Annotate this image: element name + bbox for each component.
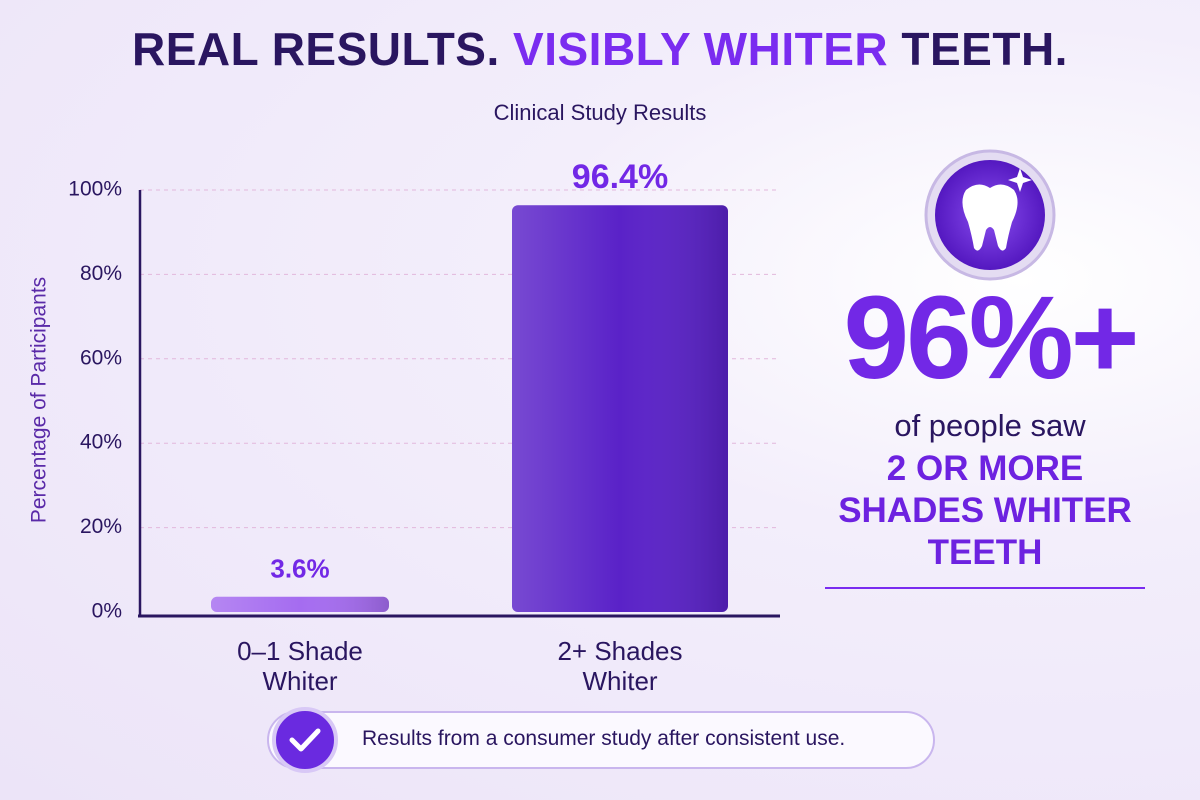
footnote: Results from a consumer study after cons…	[362, 727, 846, 750]
title-part: TEETH.	[888, 23, 1068, 75]
x-tick-label: 2+ Shades Whiter	[557, 636, 683, 696]
y-tick-label: 60%	[80, 346, 122, 369]
y-axis-label: Percentage of Participants	[28, 277, 51, 523]
chart-title: REAL RESULTS. VISIBLY WHITER TEETH.	[0, 22, 1200, 76]
callout-text: of people saw	[894, 408, 1086, 443]
bar-shade	[211, 596, 389, 612]
grid	[140, 189, 780, 529]
chart-subtitle: Clinical Study Results	[493, 100, 707, 125]
y-tick-label: 80%	[80, 262, 122, 285]
y-tick-label: 100%	[68, 178, 122, 201]
title-part: VISIBLY WHITER	[513, 23, 889, 75]
bars	[211, 205, 728, 612]
callout-highlight: 2 OR MORE SHADES WHITER TEETH	[838, 449, 1132, 572]
check-icon	[289, 728, 321, 752]
value-label: 3.6%	[270, 554, 329, 584]
value-label: 96.4%	[572, 158, 668, 196]
title-part: REAL RESULTS.	[132, 23, 514, 75]
tooth-badge	[924, 149, 1056, 281]
bar-shade	[512, 205, 728, 612]
y-tick-label: 0%	[92, 600, 122, 623]
check-badge	[272, 707, 338, 773]
callout-stat: 96%+	[843, 272, 1139, 404]
y-tick-label: 40%	[80, 431, 122, 454]
footnote-pill	[267, 711, 935, 769]
y-tick-label: 20%	[80, 515, 122, 538]
x-tick-label: 0–1 Shade Whiter	[237, 636, 363, 696]
